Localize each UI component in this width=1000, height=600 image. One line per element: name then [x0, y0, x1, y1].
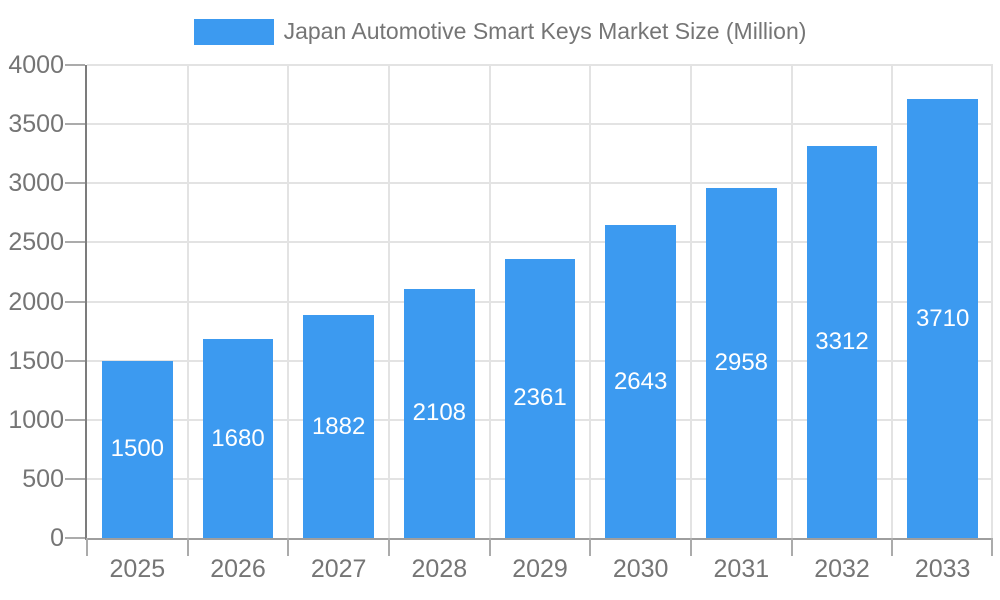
bar-2028[interactable]: 2108 [404, 288, 475, 538]
y-axis-tick [65, 182, 85, 185]
chart-title: Japan Automotive Smart Keys Market Size … [283, 18, 807, 44]
y-axis-tick [65, 123, 85, 126]
gridline-vertical [186, 65, 189, 538]
gridline-vertical [388, 65, 390, 538]
gridline-horizontal [87, 182, 993, 185]
y-axis-tick [65, 300, 85, 303]
y-axis-tick-label: 0 [50, 524, 64, 552]
x-axis-label: 2033 [914, 555, 971, 583]
x-axis-tick [690, 538, 692, 556]
y-axis-tick [65, 418, 85, 421]
y-axis-tick [65, 359, 85, 362]
x-axis-label: 2029 [512, 555, 568, 583]
y-axis-tick-label: 1500 [8, 346, 64, 375]
gridline-vertical [891, 65, 894, 538]
x-axis-label: 2028 [411, 555, 468, 583]
legend: Japan Automotive Smart Keys Market Size … [0, 18, 1000, 45]
bar-2027[interactable]: 1882 [303, 315, 374, 538]
y-axis-tick [65, 537, 85, 539]
x-axis-label: 2026 [210, 555, 266, 583]
legend-swatch [193, 18, 274, 45]
x-axis-tick [287, 538, 290, 556]
y-axis-tick-label: 500 [22, 464, 64, 493]
x-axis-label: 2032 [814, 555, 870, 583]
y-axis-tick-label: 2000 [8, 287, 64, 316]
y-axis-tick-label: 4000 [8, 51, 64, 79]
bar-value-label: 2958 [714, 349, 769, 377]
bar-2031[interactable]: 2958 [706, 188, 777, 538]
bar-2032[interactable]: 3312 [806, 146, 878, 538]
x-axis-tick [488, 538, 491, 556]
bar-2030[interactable]: 2643 [605, 225, 676, 538]
bar-2026[interactable]: 1680 [202, 339, 274, 538]
bar-value-label: 2361 [513, 384, 567, 412]
bar-value-label: 1500 [110, 435, 165, 463]
y-axis-tick-label: 1000 [8, 405, 64, 434]
legend-item[interactable]: Japan Automotive Smart Keys Market Size … [193, 18, 807, 45]
gridline-vertical [488, 65, 491, 538]
y-axis-tick-label: 3000 [8, 169, 64, 198]
bar-value-label: 3710 [915, 304, 970, 332]
x-axis-label: 2025 [109, 555, 166, 583]
bar-value-label: 3312 [815, 328, 869, 356]
gridline-vertical [690, 65, 692, 538]
plot-area: 0 500 1000 1500 2000 2500 3000 3500 4000 2025 2026… [8, 52, 993, 582]
y-axis-tick [65, 477, 85, 480]
x-axis-tick [891, 538, 894, 556]
plot-frame: 0 500 1000 1500 2000 2500 3000 3500 4000 2025 2026… [8, 52, 993, 582]
x-axis-tick [790, 538, 793, 556]
gridline-vertical [790, 65, 793, 538]
y-axis-tick [65, 64, 85, 66]
gridline-horizontal [87, 123, 993, 126]
x-axis-tick [388, 538, 390, 556]
x-axis-label: 2030 [612, 555, 669, 583]
y-axis-tick-label: 2500 [8, 228, 64, 257]
gridline-vertical [287, 65, 290, 538]
x-axis-label: 2027 [310, 555, 367, 583]
bar-2033[interactable]: 3710 [907, 99, 978, 538]
x-axis-tick [186, 538, 189, 556]
bar-value-label: 2108 [412, 399, 467, 427]
x-axis-tick [991, 538, 993, 556]
bar-value-label: 1680 [211, 424, 265, 452]
gridline-horizontal [87, 64, 993, 66]
y-axis-tick-label: 3500 [8, 110, 64, 139]
gridline-vertical [991, 65, 993, 538]
bar-value-label: 2643 [613, 367, 668, 395]
bar-2025[interactable]: 1500 [102, 360, 173, 538]
x-axis-tick [589, 538, 592, 556]
y-axis-tick [65, 241, 85, 244]
gridline-vertical [589, 65, 592, 538]
bar-value-label: 1882 [311, 412, 366, 440]
x-axis-label: 2031 [713, 555, 770, 583]
bar-2029[interactable]: 2361 [504, 258, 576, 538]
gridline-horizontal [87, 241, 993, 244]
x-axis-tick [86, 538, 88, 556]
